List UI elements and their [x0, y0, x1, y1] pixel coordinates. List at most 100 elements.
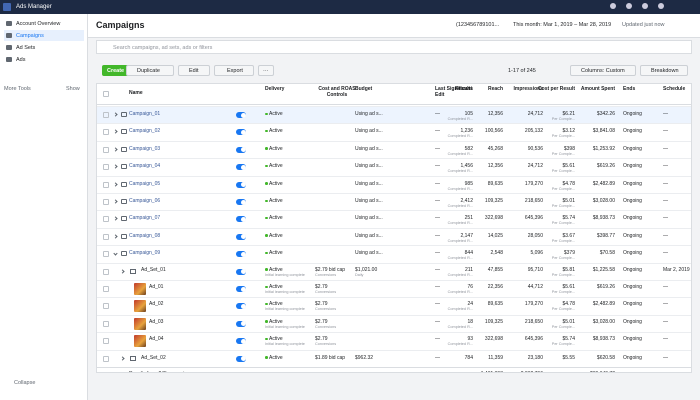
account-select[interactable]: (123456789101... — [456, 22, 500, 28]
expand-arrow[interactable] — [113, 234, 118, 239]
ends-text: Ongoing — [623, 180, 642, 187]
table-row[interactable]: Ad_Set_02 Active $1.89 bid cap $962.32 — 784 1… — [97, 349, 691, 369]
toggle-knob — [241, 147, 246, 153]
reach-text: 12,356 — [487, 163, 503, 170]
export-button[interactable]: Export — [214, 65, 254, 76]
nav-item[interactable]: Account Overview — [4, 18, 84, 29]
results-cell: 1,236 Completed R... — [403, 128, 473, 142]
expand-arrow[interactable] — [113, 216, 118, 222]
search-bar[interactable]: Search campaigns, ad sets, ads or filter… — [96, 40, 692, 54]
row-checkbox[interactable] — [103, 181, 109, 188]
collapse[interactable]: Collapse — [14, 380, 36, 386]
table-row[interactable]: Ad_01 Active Initial learning complete $2.7… — [97, 280, 691, 298]
columns-button[interactable]: Columns: Custom — [570, 65, 636, 76]
row-checkbox[interactable] — [103, 268, 109, 275]
column-header[interactable]: Cost per Result — [538, 86, 575, 92]
table-row[interactable]: Campaign_05 Active Using ad s... —985 Comple… — [97, 175, 691, 193]
row-checkbox[interactable] — [103, 216, 109, 223]
nav-item[interactable]: Ad Sets — [4, 42, 84, 53]
table-row[interactable]: Ad_Set_01 Active Initial learning complete… — [97, 262, 691, 280]
table-row[interactable]: Campaign_03 Active Using ad s... —582 Comple… — [97, 140, 691, 158]
status-dot — [265, 147, 268, 150]
row-checkbox[interactable] — [103, 251, 109, 258]
table-row[interactable]: Campaign_04 Active Using ad s... —1,456 Comp… — [97, 158, 691, 177]
table-row[interactable]: Ad_02 Active Initial learning complete $2.7… — [97, 297, 691, 315]
expand-arrow[interactable] — [113, 181, 118, 187]
row-checkbox[interactable] — [103, 112, 109, 118]
column-header[interactable]: Schedule — [663, 86, 686, 92]
spent-text: $619.26 — [596, 284, 615, 290]
nav-item[interactable]: Campaigns — [4, 30, 84, 41]
column-header[interactable]: Ends — [623, 86, 636, 92]
show-link[interactable]: Show — [66, 86, 80, 92]
edit-button[interactable]: Edit — [178, 65, 210, 76]
ends-cell: Ongoing — [623, 284, 642, 298]
column-header[interactable]: Reach — [487, 86, 503, 92]
duplicate-button[interactable]: Duplicate — [126, 65, 174, 76]
folder-icon — [121, 146, 127, 152]
row-checkbox[interactable] — [103, 146, 109, 153]
cpr-cell: $6.21 Per Comple... — [505, 111, 575, 125]
impressions-text: 645,396 — [524, 215, 543, 222]
expand-arrow[interactable] — [113, 112, 118, 117]
select-all-checkbox[interactable] — [103, 91, 109, 97]
column-header[interactable]: Delivery — [265, 86, 285, 92]
table-row[interactable]: Ad_03 Active Initial learning complete $2.7… — [97, 314, 691, 333]
status-dot — [265, 356, 268, 359]
ends-cell: Ongoing — [623, 319, 642, 333]
expand-arrow[interactable] — [113, 147, 118, 152]
expand-arrow[interactable] — [120, 355, 125, 361]
more-tools[interactable]: More Tools — [4, 86, 31, 92]
expand-arrow[interactable] — [113, 199, 118, 204]
expand-arrow[interactable] — [113, 164, 118, 169]
column-header[interactable]: Impressions — [513, 86, 543, 92]
cpr-subtext: Per Comple... — [551, 307, 575, 312]
spent-text: $1,253.92 — [592, 145, 615, 152]
results-cell: 24 Completed R... — [403, 301, 473, 315]
impressions-text: 205,132 — [524, 128, 543, 135]
column-header[interactable]: Last Significant Edit — [435, 86, 473, 98]
ends-text: Ongoing — [623, 250, 642, 257]
column-header[interactable]: Amount Spent — [580, 86, 615, 92]
row-checkbox[interactable] — [103, 320, 109, 327]
schedule-cell: — — [663, 355, 668, 369]
column-header[interactable]: Results — [454, 86, 473, 92]
row-checkbox[interactable] — [103, 164, 109, 171]
column-header[interactable]: Name — [129, 90, 143, 96]
breakdown-button[interactable]: Breakdown — [640, 65, 688, 76]
more-button[interactable]: ··· — [258, 65, 274, 76]
column-header[interactable]: Budget — [355, 86, 373, 92]
column-header[interactable]: Cost and ROAS Controls — [318, 86, 356, 98]
status-dot — [265, 216, 268, 220]
edit-cell: — — [435, 215, 440, 229]
expand-arrow[interactable] — [113, 251, 118, 256]
table-row[interactable]: Campaign_08 Active Using ad s... —2,147 Comp… — [97, 227, 691, 245]
nav-item[interactable]: Ads — [4, 54, 84, 65]
spent-cell: $3,841.08 — [545, 128, 615, 142]
delivery-text: Active — [269, 266, 283, 273]
spent-text: $2,482.89 — [592, 301, 615, 308]
row-checkbox[interactable] — [103, 338, 109, 345]
date-range[interactable]: This month: Mar 1, 2019 – Mar 28, 2019 — [513, 22, 612, 28]
budget-cell: Using ad s... — [355, 111, 383, 125]
table-row[interactable]: Ad_04 Active Initial learning complete $2.7… — [97, 332, 691, 349]
row-checkbox[interactable] — [103, 199, 109, 205]
row-checkbox[interactable] — [103, 355, 109, 362]
table-row[interactable]: Campaign_02 Active Using ad s... —1,236 Comp… — [97, 123, 691, 142]
row-checkbox[interactable] — [103, 286, 109, 292]
row-checkbox[interactable] — [103, 303, 109, 310]
folder-icon — [121, 199, 127, 204]
table-row[interactable]: Campaign_06 Active Using ad s... —2,412 Comp… — [97, 193, 691, 210]
budget-text: Using ad s... — [355, 180, 383, 187]
expand-arrow[interactable] — [120, 268, 125, 274]
expand-arrow[interactable] — [113, 129, 118, 135]
table-row[interactable]: Campaign_07 Active Using ad s... —251 Comple… — [97, 210, 691, 229]
name-cell: Ad_02 — [149, 301, 163, 315]
reach-cell: 12,356 — [433, 163, 503, 177]
cpr-text: $5.74 — [562, 336, 575, 343]
cpr-text: $6.21 — [562, 111, 575, 117]
row-checkbox[interactable] — [103, 129, 109, 136]
table-row[interactable]: Campaign_09 Active Using ad s... —844 Comple… — [97, 245, 691, 262]
row-checkbox[interactable] — [103, 233, 109, 240]
table-row[interactable]: Campaign_01 Active Using ad s... —105 Comple… — [97, 106, 691, 125]
